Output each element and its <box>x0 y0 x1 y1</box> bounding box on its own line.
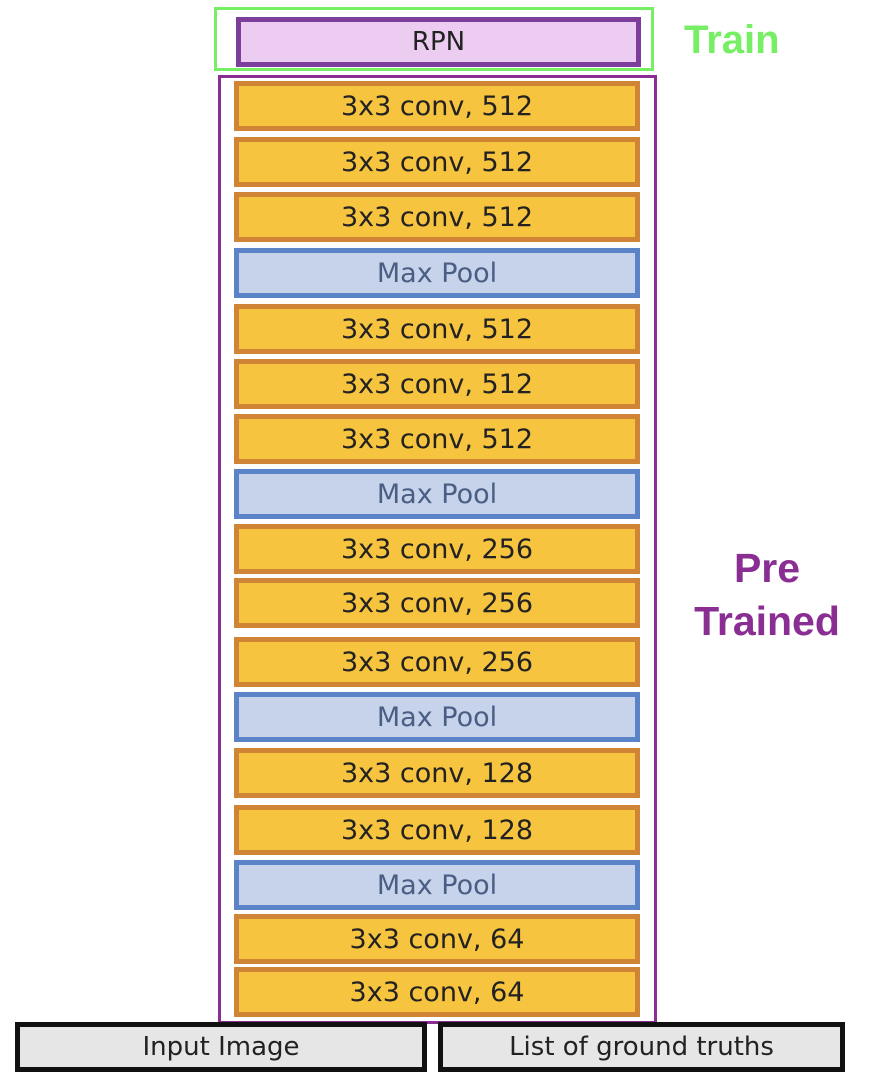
conv-layer-9: 3x3 conv, 256 <box>234 637 640 687</box>
conv-layer-7: 3x3 conv, 256 <box>234 524 640 574</box>
conv-layer-1: 3x3 conv, 512 <box>234 81 640 131</box>
conv-layer-3: 3x3 conv, 512 <box>234 192 640 242</box>
layer-label: Max Pool <box>376 869 498 901</box>
layer-label: 3x3 conv, 128 <box>340 814 534 846</box>
max-pool-layer-1: Max Pool <box>234 248 640 298</box>
ground-truths-label: List of ground truths <box>509 1032 774 1062</box>
conv-layer-13: 3x3 conv, 64 <box>234 967 640 1017</box>
max-pool-layer-4: Max Pool <box>234 860 640 910</box>
layer-label: 3x3 conv, 512 <box>340 201 534 233</box>
pretrained-label-line-1: Pre <box>733 545 801 591</box>
layer-label: 3x3 conv, 512 <box>340 313 534 345</box>
conv-layer-11: 3x3 conv, 128 <box>234 805 640 855</box>
rpn-label: RPN <box>411 27 466 57</box>
input-image-box: Input Image <box>15 1022 427 1072</box>
layer-label: 3x3 conv, 512 <box>340 368 534 400</box>
layer-label: 3x3 conv, 512 <box>340 423 534 455</box>
layer-label: 3x3 conv, 128 <box>340 757 534 789</box>
conv-layer-6: 3x3 conv, 512 <box>234 414 640 464</box>
pretrained-label: Pre Trained <box>672 542 862 648</box>
train-label: Train <box>684 18 780 62</box>
pretrained-label-line-2: Trained <box>694 598 840 644</box>
layer-label: Max Pool <box>376 257 498 289</box>
ground-truths-box: List of ground truths <box>438 1022 845 1072</box>
max-pool-layer-2: Max Pool <box>234 469 640 519</box>
layer-label: 3x3 conv, 256 <box>340 646 534 678</box>
layer-label: 3x3 conv, 512 <box>340 146 534 178</box>
conv-layer-4: 3x3 conv, 512 <box>234 304 640 354</box>
layer-label: 3x3 conv, 256 <box>340 587 534 619</box>
layer-label: Max Pool <box>376 478 498 510</box>
conv-layer-10: 3x3 conv, 128 <box>234 748 640 798</box>
train-frame <box>214 7 654 71</box>
conv-layer-12: 3x3 conv, 64 <box>234 914 640 964</box>
layer-label: 3x3 conv, 256 <box>340 533 534 565</box>
conv-layer-8: 3x3 conv, 256 <box>234 578 640 628</box>
layer-label: Max Pool <box>376 701 498 733</box>
pretrained-frame <box>218 75 657 1024</box>
max-pool-layer-3: Max Pool <box>234 692 640 742</box>
rpn-block: RPN <box>236 17 641 67</box>
layer-label: 3x3 conv, 64 <box>349 923 525 955</box>
layer-label: 3x3 conv, 512 <box>340 90 534 122</box>
input-image-label: Input Image <box>142 1032 300 1062</box>
conv-layer-5: 3x3 conv, 512 <box>234 359 640 409</box>
layer-label: 3x3 conv, 64 <box>349 976 525 1008</box>
conv-layer-2: 3x3 conv, 512 <box>234 137 640 187</box>
